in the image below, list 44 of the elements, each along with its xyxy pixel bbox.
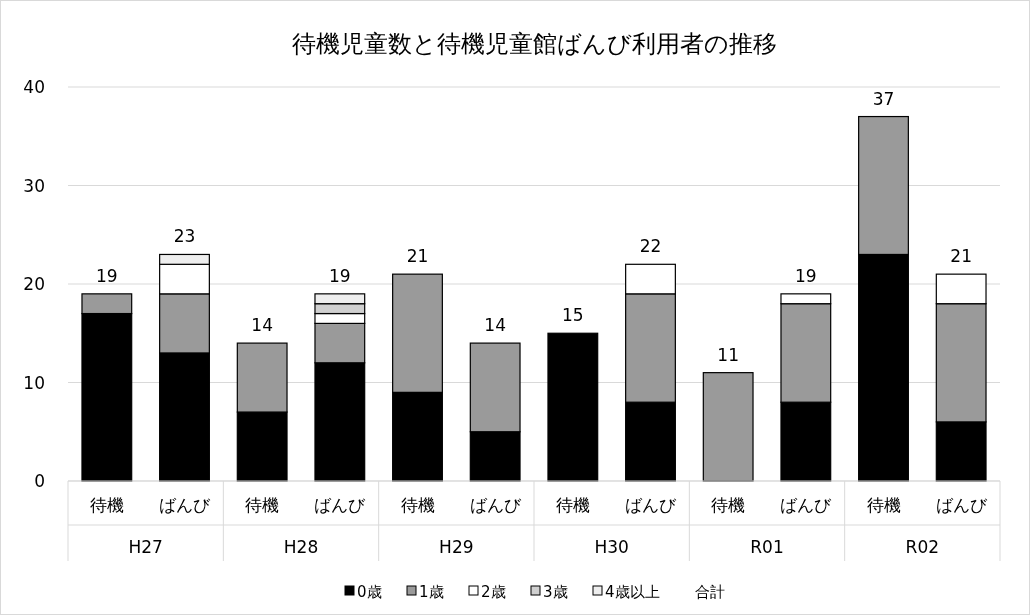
total-label: 11 — [717, 344, 739, 365]
total-label: 22 — [639, 236, 662, 257]
legend-label: 2歳 — [481, 583, 506, 601]
x-tick-label: 待機 — [866, 495, 901, 515]
text: H29 — [439, 537, 474, 557]
text: H27 — [128, 537, 163, 557]
x-tick-label: ばんび — [935, 495, 988, 515]
total-label: 19 — [96, 265, 118, 286]
text: 合計 — [695, 583, 725, 601]
total-label: 14 — [251, 315, 273, 336]
text: H28 — [283, 537, 319, 557]
text: H30 — [594, 537, 629, 557]
total-label: 19 — [795, 265, 817, 286]
total-label: 23 — [173, 226, 196, 247]
x-tick-label: 待機 — [89, 495, 124, 515]
total-label: 37 — [872, 88, 895, 109]
y-tick-label: 40 — [23, 77, 45, 97]
total-label: 14 — [484, 315, 506, 336]
y-tick-label: 0 — [34, 471, 45, 491]
chart-title: 待機児童数と待機児童館ばんび利用者の推移 — [291, 30, 777, 58]
text: R02 — [905, 537, 940, 557]
x-tick-label: 待機 — [711, 495, 746, 515]
legend-label: 0歳 — [357, 583, 382, 601]
bar — [547, 332, 599, 482]
total-label: 21 — [406, 246, 429, 267]
x-tick-label: 待機 — [555, 495, 590, 515]
bar — [702, 372, 754, 482]
x-tick-label: 待機 — [400, 495, 435, 515]
y-tick-label: 10 — [23, 372, 45, 393]
x-tick-label: ばんび — [159, 495, 211, 515]
x-tick-label: ばんび — [469, 495, 522, 515]
x-tick-label: ばんび — [780, 495, 833, 515]
total-label: 21 — [950, 246, 972, 267]
x-tick-label: ばんび — [625, 495, 677, 515]
x-tick-label: ばんび — [314, 495, 367, 515]
y-tick-label: 20 — [23, 274, 45, 294]
legend-label: 4歳以上 — [605, 583, 660, 601]
y-tick-label: 30 — [23, 175, 45, 196]
total-label: 15 — [562, 305, 584, 326]
legend-label: 1歳 — [419, 583, 444, 601]
x-tick-label: 待機 — [245, 495, 280, 515]
text: R01 — [750, 537, 784, 557]
legend-label: 3歳 — [543, 583, 568, 601]
total-label: 19 — [329, 265, 351, 286]
